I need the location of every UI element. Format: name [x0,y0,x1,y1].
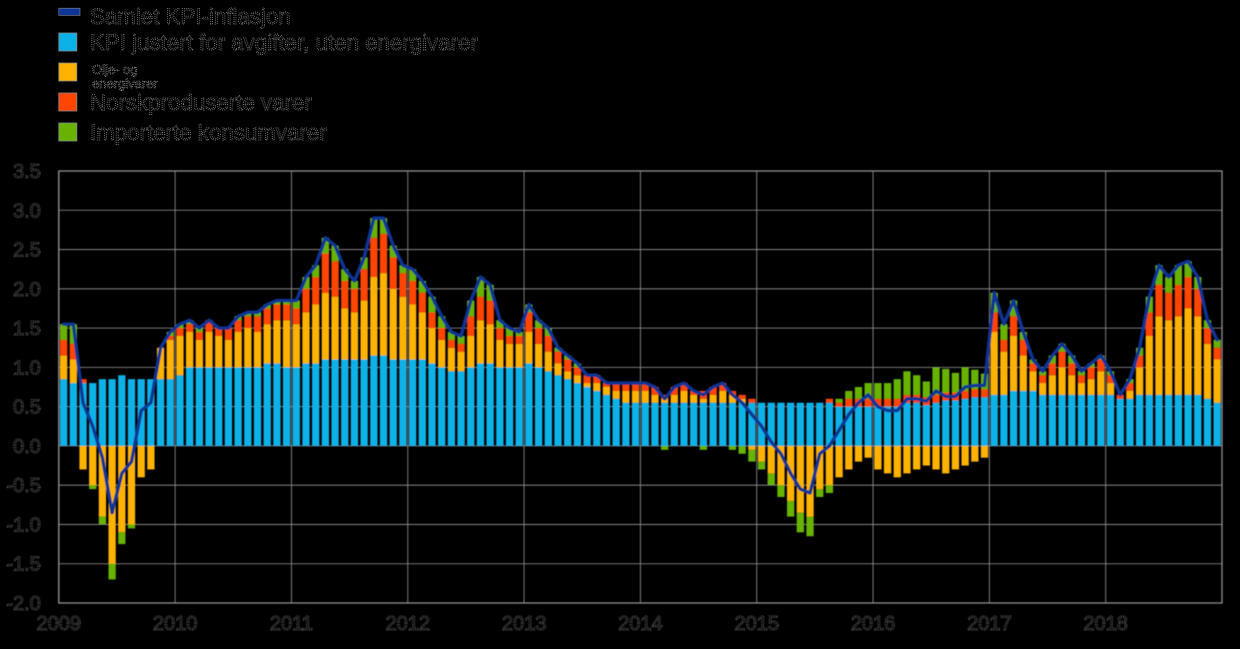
svg-text:2009: 2009 [37,613,82,635]
svg-text:3.0: 3.0 [13,200,41,222]
svg-text:2018: 2018 [1083,613,1128,635]
svg-text:2017: 2017 [967,613,1012,635]
svg-text:Samlet KPI-inflasjon: Samlet KPI-inflasjon [90,4,291,29]
svg-text:0.5: 0.5 [13,397,41,419]
svg-text:3.5: 3.5 [13,161,41,183]
svg-text:Importerte konsumvarer: Importerte konsumvarer [90,120,327,145]
svg-text:-0.5: -0.5 [6,475,40,497]
svg-text:0.0: 0.0 [13,436,41,458]
svg-text:2.5: 2.5 [13,240,41,262]
svg-text:energivarer: energivarer [92,76,158,91]
svg-text:1.5: 1.5 [13,318,41,340]
svg-text:2011: 2011 [270,613,313,635]
svg-text:KPI justert for avgifter, uten: KPI justert for avgifter, uten energivar… [90,30,478,55]
svg-text:Olje- og: Olje- og [92,62,138,77]
svg-text:2012: 2012 [386,613,431,635]
svg-text:-1.5: -1.5 [6,554,40,576]
svg-text:1.0: 1.0 [13,357,41,379]
svg-text:2014: 2014 [618,613,663,635]
svg-text:2015: 2015 [734,613,779,635]
svg-text:Norskproduserte varer: Norskproduserte varer [90,90,312,115]
svg-text:2016: 2016 [851,613,896,635]
svg-text:2.0: 2.0 [13,279,41,301]
svg-text:-1.0: -1.0 [6,514,40,536]
svg-text:-2.0: -2.0 [6,593,40,615]
svg-text:2010: 2010 [153,613,198,635]
svg-text:2013: 2013 [502,613,547,635]
